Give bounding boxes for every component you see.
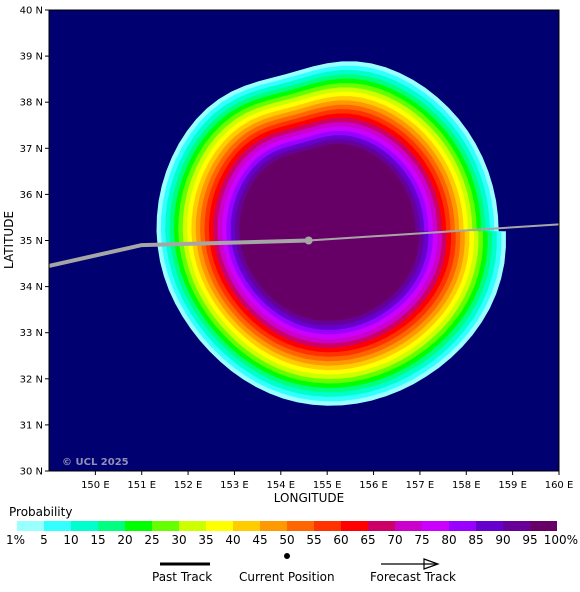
colorbar-label: 80 [441,533,457,547]
colorbar-swatch [341,521,368,531]
lon-tick-label: 152 E [174,480,203,491]
strike-probability-map: 30 N 31 N 32 N 33 N 34 N 35 N 36 N 37 N 38 N 39 N… [2,6,573,506]
colorbar-swatch [44,521,71,531]
colorbar-label: 70 [387,533,403,547]
lat-tick-label: 38 N [20,98,43,109]
colorbar-swatch [368,521,395,531]
colorbar-label: 40 [225,533,241,547]
lon-tick-label: 155 E [313,480,342,491]
lat-tick-label: 30 N [20,467,43,478]
lat-tick-label: 36 N [20,190,43,201]
colorbar-label: 45 [252,533,268,547]
colorbar-label: 60 [333,533,349,547]
lat-tick-label: 40 N [20,6,43,17]
lat-tick-label: 33 N [20,328,43,339]
past-track-label: Past Track [152,570,213,584]
colorbar-label: 50 [279,533,295,547]
lat-tick-label: 34 N [20,282,43,293]
colorbar-label: 30 [171,533,187,547]
colorbar-swatch [314,521,341,531]
colorbar-label: 95 [522,533,538,547]
colorbar-swatch [17,521,44,531]
colorbar-swatch [152,521,179,531]
probability-field [156,61,506,406]
lat-tick-label: 35 N [20,236,43,247]
probability-colorbar [17,521,557,531]
colorbar-label: 5 [40,533,48,547]
lon-tick-label: 157 E [406,480,435,491]
colorbar-swatch [476,521,503,531]
colorbar-swatch [125,521,152,531]
lat-tick-label: 32 N [20,374,43,385]
colorbar-label: 1% [6,533,26,547]
lon-tick-label: 151 E [127,480,156,491]
lon-tick-label: 154 E [267,480,296,491]
probability-band [239,143,420,321]
current-position-key-dot [284,553,290,559]
colorbar-swatch [287,521,314,531]
forecast-track-label: Forecast Track [370,570,456,584]
lon-tick-label: 158 E [452,480,481,491]
colorbar-swatch [422,521,449,531]
colorbar-swatch [260,521,287,531]
current-position-marker [304,236,313,245]
colorbar-label: 25 [144,533,160,547]
colorbar-swatch [179,521,206,531]
track-key [160,553,440,570]
colorbar-swatch [233,521,260,531]
colorbar-swatch [449,521,476,531]
forecast-track-line [308,223,559,242]
lon-tick-label: 150 E [81,480,110,491]
colorbar-label: 10 [63,533,79,547]
longitude-axis: 150 E 151 E 152 E 153 E 154 E 155 E 156 E 157 E… [81,471,573,491]
legend-title: Probability [9,505,73,519]
lon-tick-label: 153 E [220,480,249,491]
lon-tick-label: 159 E [498,480,527,491]
colorbar-label: 90 [495,533,511,547]
lon-tick-label: 156 E [359,480,388,491]
colorbar-swatch [206,521,233,531]
colorbar-swatch [395,521,422,531]
colorbar-swatch [71,521,98,531]
colorbar-swatch [98,521,125,531]
lat-tick-label: 37 N [20,144,43,155]
forecast-arrow-icon [423,558,440,570]
colorbar-swatch [503,521,530,531]
latitude-axis: 30 N 31 N 32 N 33 N 34 N 35 N 36 N 37 N 38 N 39 N… [20,6,49,478]
storm-track [49,223,559,268]
colorbar-label: 20 [117,533,133,547]
current-position-label: Current Position [239,570,335,584]
lon-tick-label: 160 E [545,480,574,491]
colorbar-swatch [530,521,557,531]
copyright-text: © UCL 2025 [62,457,129,468]
past-track-line [49,238,309,268]
lat-tick-label: 31 N [20,420,43,431]
longitude-axis-title: LONGITUDE [274,491,344,505]
lat-tick-label: 39 N [20,52,43,63]
colorbar-label: 35 [198,533,214,547]
colorbar-label: 100% [543,533,578,547]
colorbar-label: 15 [90,533,106,547]
colorbar-label: 55 [306,533,322,547]
colorbar-label: 65 [360,533,376,547]
colorbar-label: 85 [468,533,484,547]
latitude-axis-title: LATITUDE [2,211,16,269]
colorbar-label: 75 [414,533,430,547]
